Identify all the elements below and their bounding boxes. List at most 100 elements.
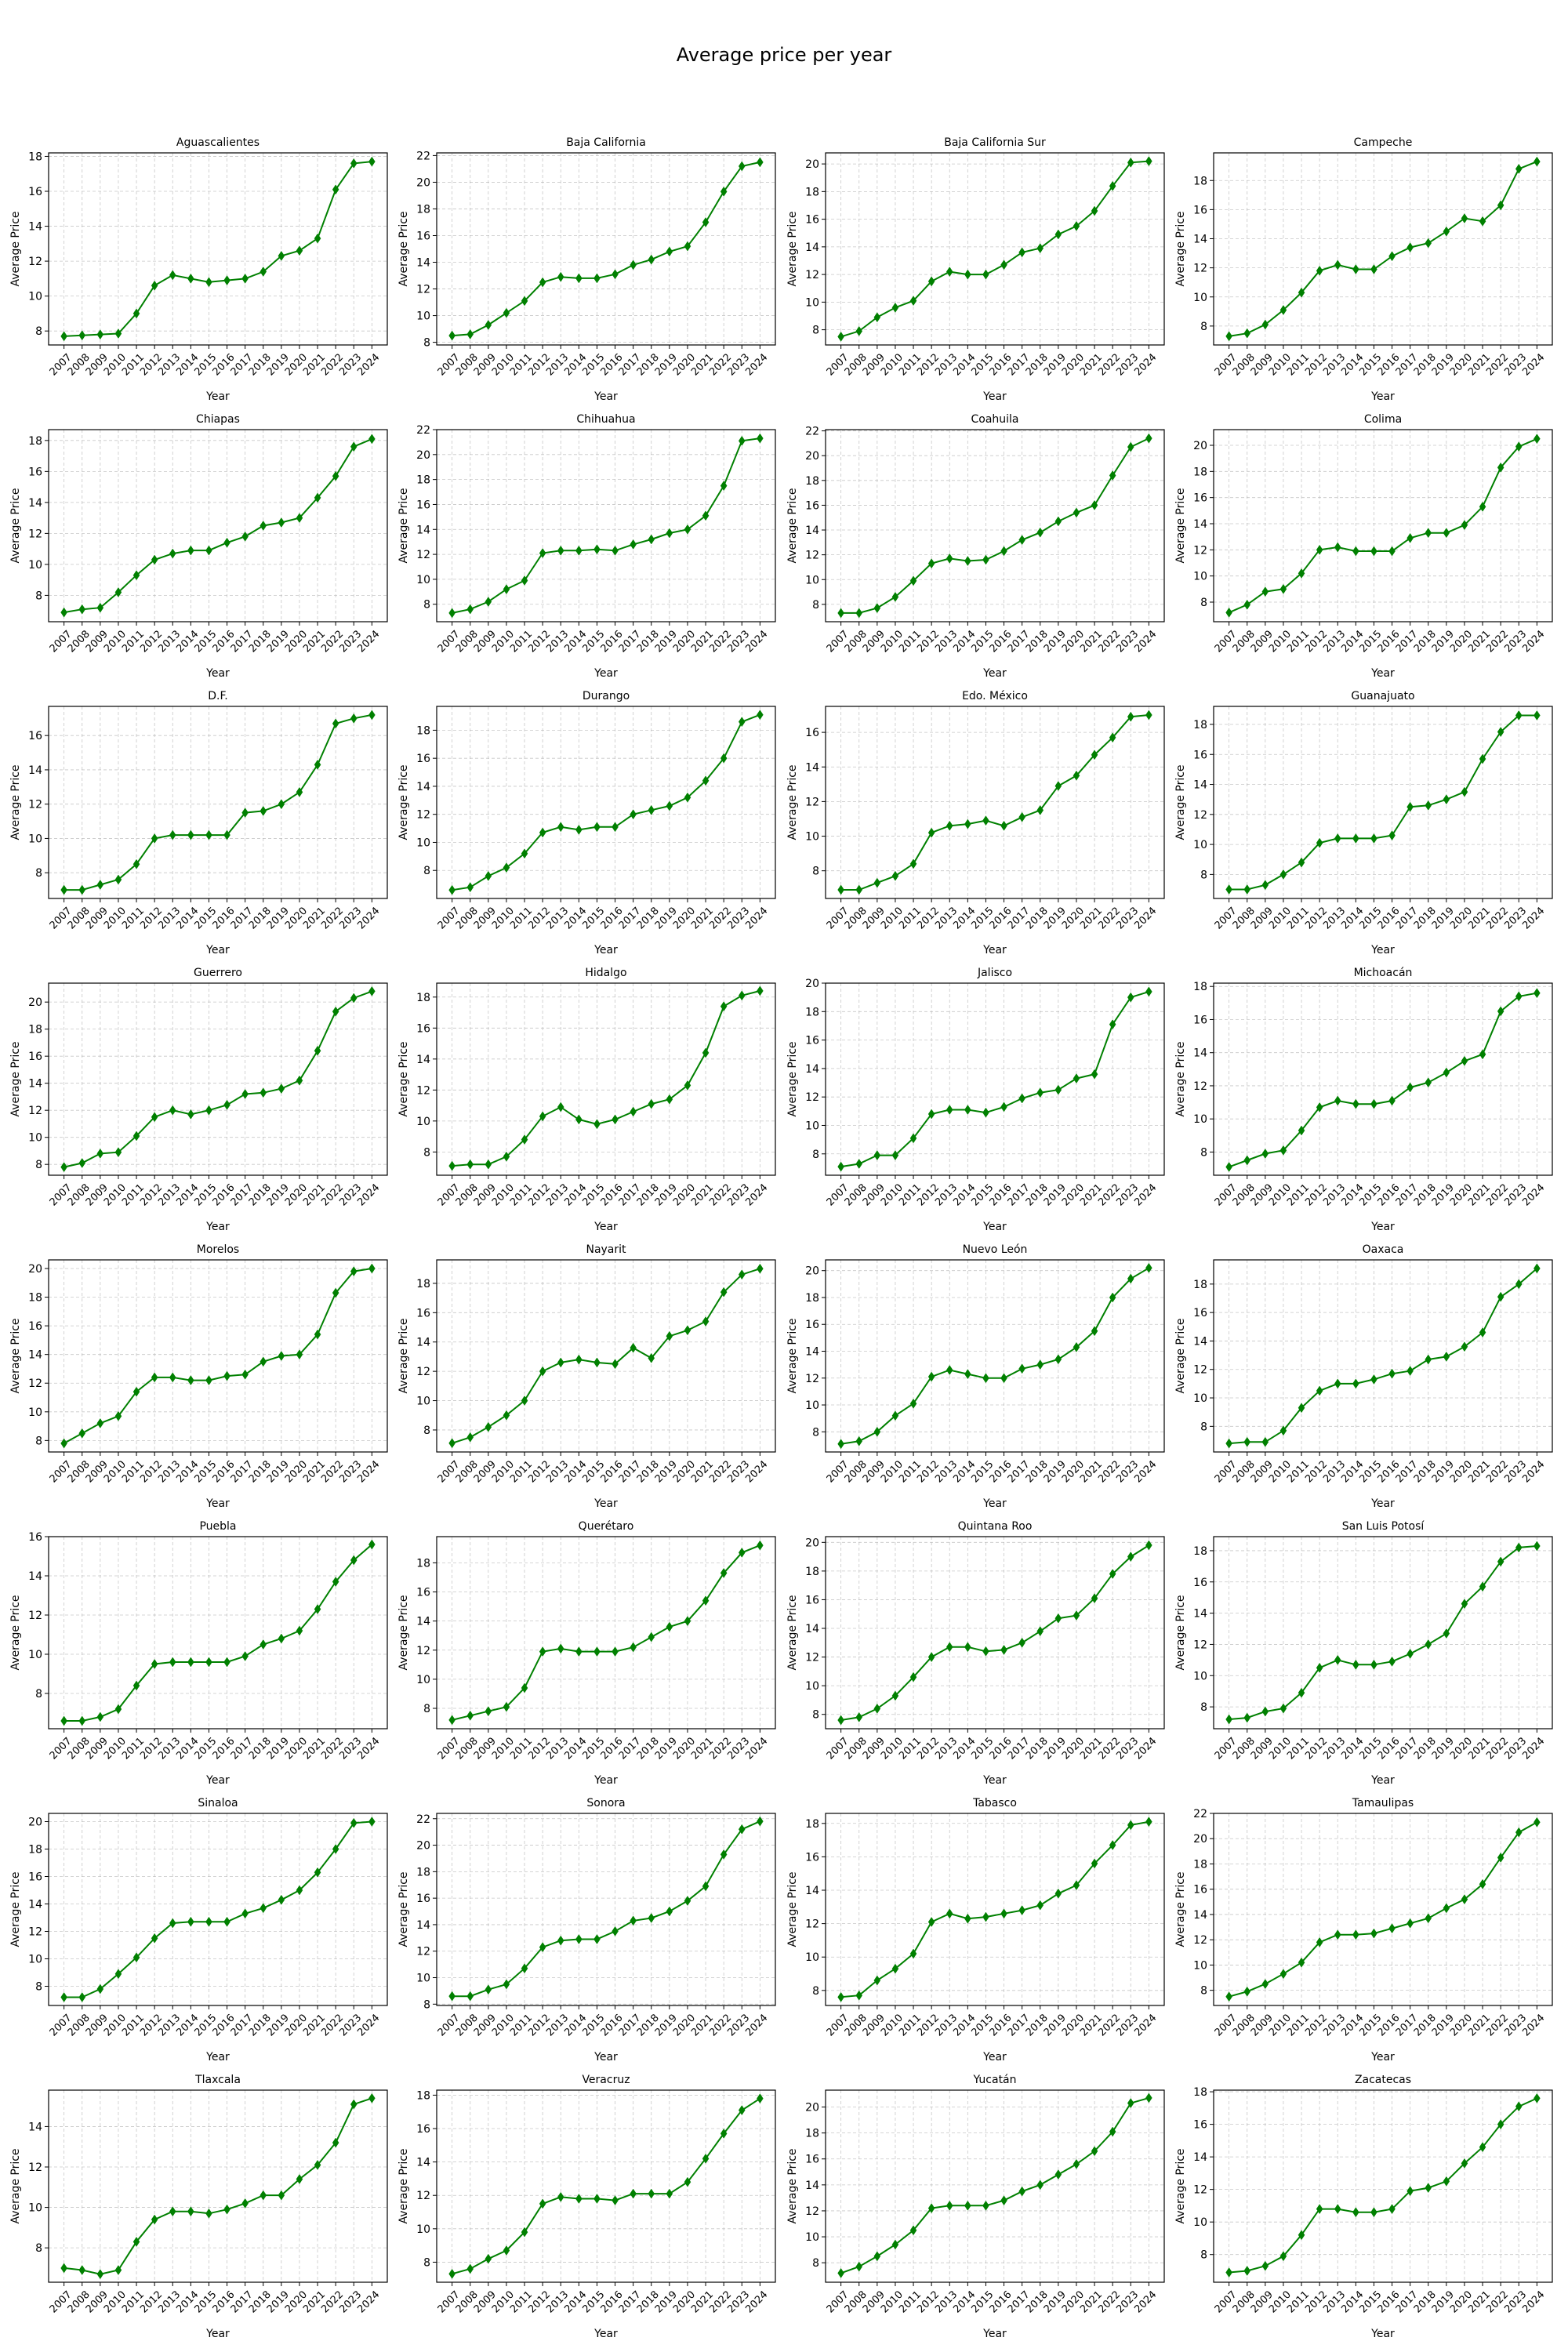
data-point xyxy=(223,2204,230,2215)
y-tick-label: 8 xyxy=(1200,1701,1207,1714)
subplot-title: Querétaro xyxy=(579,1520,634,1533)
data-point xyxy=(927,1109,935,1120)
y-tick-label: 14 xyxy=(416,524,430,536)
y-tick-label: 18 xyxy=(805,1818,819,1831)
data-point xyxy=(1443,1067,1450,1078)
subplot-title: Nuevo León xyxy=(963,1243,1028,1256)
subplot-title: Oaxaca xyxy=(1363,1243,1404,1256)
data-point xyxy=(151,280,158,291)
data-point xyxy=(964,1369,971,1380)
data-point xyxy=(1091,205,1098,216)
y-tick-label: 10 xyxy=(1193,1670,1207,1682)
data-point xyxy=(1127,992,1134,1003)
data-point xyxy=(314,1329,321,1340)
data-point xyxy=(1000,1102,1007,1112)
y-axis-label: Average Price xyxy=(9,211,22,286)
data-point xyxy=(1145,1817,1152,1828)
data-point xyxy=(151,554,158,565)
plot-frame xyxy=(1213,706,1553,899)
y-tick-label: 14 xyxy=(805,524,819,537)
data-point xyxy=(187,1375,194,1386)
y-tick-label: 8 xyxy=(35,325,42,338)
subplot-title: Chihuahua xyxy=(576,413,635,426)
series-line xyxy=(64,161,372,337)
x-axis-label: Year xyxy=(205,1221,230,1233)
y-tick-label: 14 xyxy=(416,2157,430,2169)
data-point xyxy=(1145,986,1152,997)
y-tick-label: 16 xyxy=(416,753,430,765)
y-tick-label: 16 xyxy=(28,466,42,478)
data-point xyxy=(278,1351,285,1361)
y-tick-label: 18 xyxy=(28,1024,42,1036)
data-point xyxy=(60,607,67,618)
data-point xyxy=(1091,499,1098,510)
x-axis-label: Year xyxy=(982,2051,1007,2063)
y-tick-label: 12 xyxy=(28,1926,42,1939)
data-point xyxy=(314,1604,321,1614)
data-point xyxy=(1497,727,1504,737)
x-axis-label: Year xyxy=(593,944,618,956)
subplot: Campeche81012141618200720082009201020112… xyxy=(1174,136,1553,403)
y-tick-label: 20 xyxy=(805,158,819,171)
data-point xyxy=(485,1984,492,1995)
y-tick-label: 20 xyxy=(805,978,819,990)
data-point xyxy=(1406,1082,1414,1093)
data-point xyxy=(702,510,710,521)
x-axis-label: Year xyxy=(205,667,230,680)
data-point xyxy=(891,1963,899,1974)
data-point xyxy=(1000,1908,1007,1919)
data-point xyxy=(96,329,104,340)
y-tick-label: 12 xyxy=(28,2161,42,2174)
data-point xyxy=(132,1131,140,1142)
data-point xyxy=(1279,305,1287,315)
x-axis-label: Year xyxy=(205,2328,230,2340)
data-point xyxy=(350,1266,358,1277)
y-tick-label: 10 xyxy=(28,833,42,845)
x-axis-label: Year xyxy=(593,1221,618,1233)
data-point xyxy=(1261,2260,1269,2271)
data-point xyxy=(1018,2186,1025,2197)
data-point xyxy=(891,1150,899,1161)
series-line xyxy=(64,1820,372,1998)
data-point xyxy=(873,1150,881,1161)
series-line xyxy=(452,2097,760,2275)
data-point xyxy=(187,1916,194,1927)
data-point xyxy=(448,608,456,619)
subplot: Guanajuato810121416182007200820092010201… xyxy=(1174,690,1553,956)
y-tick-label: 14 xyxy=(416,781,430,793)
data-point xyxy=(368,434,376,445)
data-point xyxy=(946,553,953,564)
data-point xyxy=(1091,750,1098,760)
data-point xyxy=(1225,1438,1232,1449)
data-point xyxy=(1352,264,1359,274)
y-tick-label: 12 xyxy=(805,1652,819,1664)
data-point xyxy=(132,1386,140,1397)
data-point xyxy=(539,1646,546,1657)
plot-frame xyxy=(825,982,1165,1176)
data-point xyxy=(666,1621,673,1632)
data-point xyxy=(60,1162,67,1173)
data-point xyxy=(648,1098,655,1109)
data-point xyxy=(1352,1929,1359,1940)
y-axis-label: Average Price xyxy=(1174,1595,1187,1670)
data-point xyxy=(1534,1817,1541,1828)
data-point xyxy=(1370,1098,1377,1109)
data-point xyxy=(684,1616,691,1627)
data-point xyxy=(964,818,971,829)
data-point xyxy=(1334,833,1341,844)
data-point xyxy=(278,250,285,261)
subplot-title: Veracruz xyxy=(582,2074,630,2086)
data-point xyxy=(368,710,376,720)
subplot: Aguascalientes81012141618200720082009201… xyxy=(9,136,388,403)
data-point xyxy=(1534,434,1541,445)
data-point xyxy=(648,254,655,265)
data-point xyxy=(350,1555,358,1566)
series-line xyxy=(64,437,372,614)
data-point xyxy=(630,1642,637,1653)
y-tick-label: 8 xyxy=(35,590,42,602)
data-point xyxy=(205,2208,212,2219)
y-tick-label: 18 xyxy=(416,1278,430,1290)
plot-frame xyxy=(1213,1536,1553,1730)
data-point xyxy=(60,1992,67,2002)
data-point xyxy=(1018,811,1025,822)
